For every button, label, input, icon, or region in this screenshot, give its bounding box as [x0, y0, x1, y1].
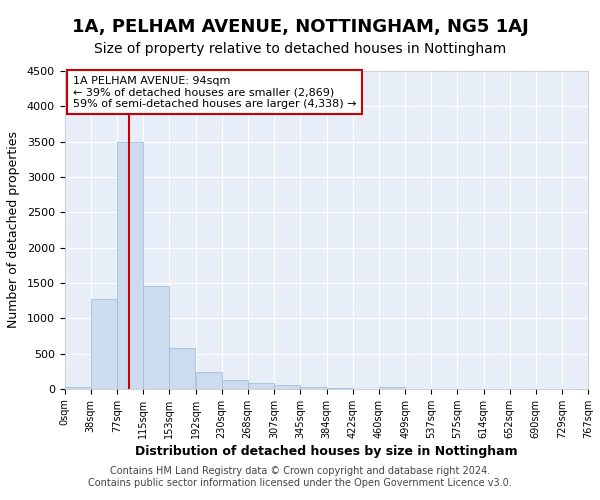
X-axis label: Distribution of detached houses by size in Nottingham: Distribution of detached houses by size …	[135, 445, 518, 458]
Bar	[221, 380, 248, 389]
Bar	[65, 388, 91, 389]
Bar	[327, 388, 353, 389]
Bar	[248, 383, 274, 389]
Bar	[91, 299, 116, 389]
Bar	[300, 387, 326, 389]
Text: Contains HM Land Registry data © Crown copyright and database right 2024.
Contai: Contains HM Land Registry data © Crown c…	[88, 466, 512, 487]
Bar	[143, 286, 169, 389]
Bar	[196, 372, 221, 389]
Bar	[379, 387, 404, 389]
Text: 1A, PELHAM AVENUE, NOTTINGHAM, NG5 1AJ: 1A, PELHAM AVENUE, NOTTINGHAM, NG5 1AJ	[71, 18, 529, 36]
Text: Size of property relative to detached houses in Nottingham: Size of property relative to detached ho…	[94, 42, 506, 56]
Bar	[117, 142, 143, 389]
Y-axis label: Number of detached properties: Number of detached properties	[7, 132, 20, 328]
Bar	[169, 348, 195, 389]
Text: 1A PELHAM AVENUE: 94sqm
← 39% of detached houses are smaller (2,869)
59% of semi: 1A PELHAM AVENUE: 94sqm ← 39% of detache…	[73, 76, 356, 109]
Bar	[274, 386, 300, 389]
